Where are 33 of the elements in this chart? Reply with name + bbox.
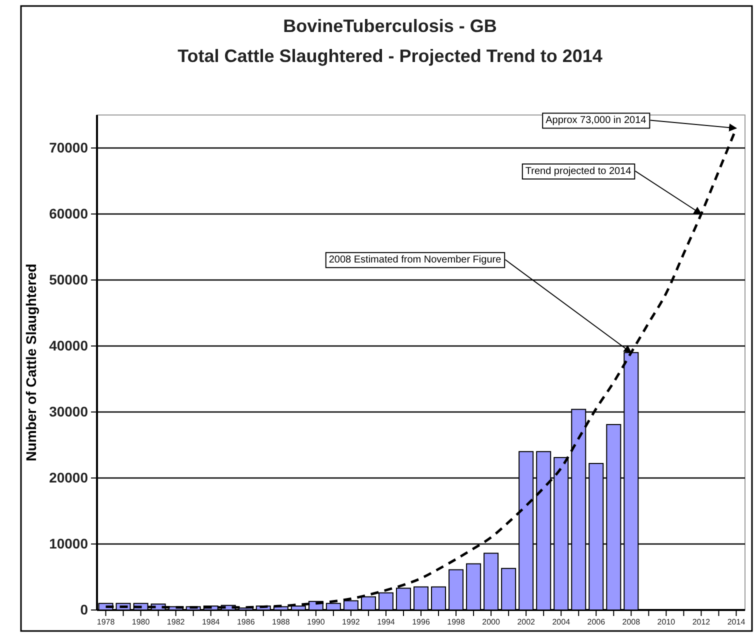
annotation: Trend projected to 2014 <box>525 166 632 177</box>
x-tick-label: 1982 <box>166 618 186 627</box>
x-tick-label: 2010 <box>657 618 676 627</box>
annotation: Approx 73,000 in 2014 <box>546 115 647 126</box>
x-tick-label: 1992 <box>342 618 360 627</box>
y-tick-label: 40000 <box>49 337 88 354</box>
y-tick-label: 70000 <box>49 139 88 156</box>
y-tick-label: 10000 <box>49 535 88 552</box>
x-tick-label: 1996 <box>412 618 430 627</box>
y-tick-label: 60000 <box>49 205 88 222</box>
annotation: 2008 Estimated from November Figure <box>328 254 502 266</box>
x-tick-label: 1980 <box>132 618 150 627</box>
y-tick-label: 20000 <box>49 469 88 486</box>
x-tick-label: 1978 <box>96 618 116 627</box>
x-tick-label: 2012 <box>692 618 711 627</box>
x-tick-label: 1994 <box>377 618 396 627</box>
x-tick-label: 1984 <box>202 618 220 627</box>
chart-title: BovineTuberculosis - GB <box>283 16 497 36</box>
x-tick-label: 2014 <box>727 618 746 627</box>
x-tick-label: 1990 <box>307 618 326 627</box>
x-tick-label: 1988 <box>272 618 290 627</box>
x-tick-label: 1998 <box>447 618 466 627</box>
x-tick-label: 1986 <box>236 618 256 627</box>
chart-subtitle: Total Cattle Slaughtered - Projected Trend to 2014 <box>178 46 602 66</box>
y-axis-title: Number of Cattle Slaughtered <box>23 264 39 462</box>
x-tick-label: 2006 <box>587 618 606 627</box>
x-tick-label: 2002 <box>517 618 536 627</box>
y-tick-label: 50000 <box>49 271 88 288</box>
x-tick-label: 2004 <box>552 618 571 627</box>
y-tick-label: 30000 <box>49 403 88 420</box>
y-tick-label: 0 <box>80 601 88 618</box>
x-tick-label: 2000 <box>482 618 501 627</box>
x-tick-label: 2008 <box>622 618 641 627</box>
